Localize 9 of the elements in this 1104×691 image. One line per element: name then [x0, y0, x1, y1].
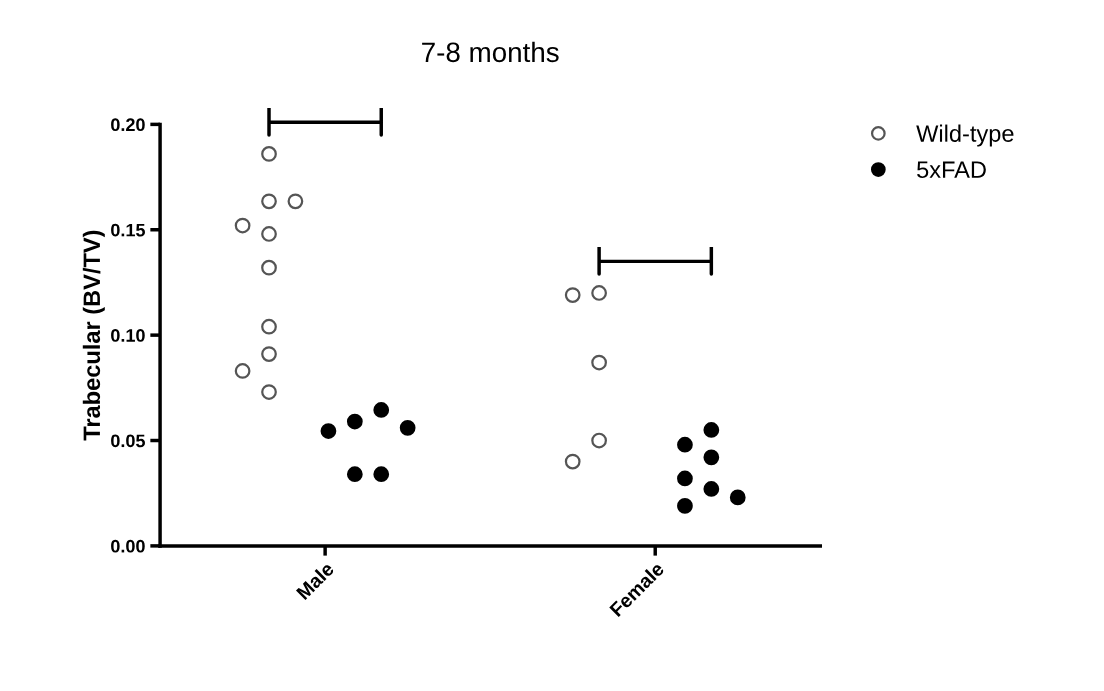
chart-title: 7-8 months [422, 41, 559, 63]
legend-label: Wild-type [916, 124, 1014, 147]
y-axis-title: Trabecular (BV/TV) [82, 230, 105, 441]
y-tick-label: 0.20 [111, 118, 145, 132]
y-tick-label: 0.10 [111, 329, 145, 342]
y-tick-label: 0.05 [111, 434, 145, 448]
y-tick-label: 0.00 [111, 539, 145, 553]
legend-label: 5xFAD [917, 161, 986, 179]
y-tick-label: 0.15 [111, 223, 145, 237]
